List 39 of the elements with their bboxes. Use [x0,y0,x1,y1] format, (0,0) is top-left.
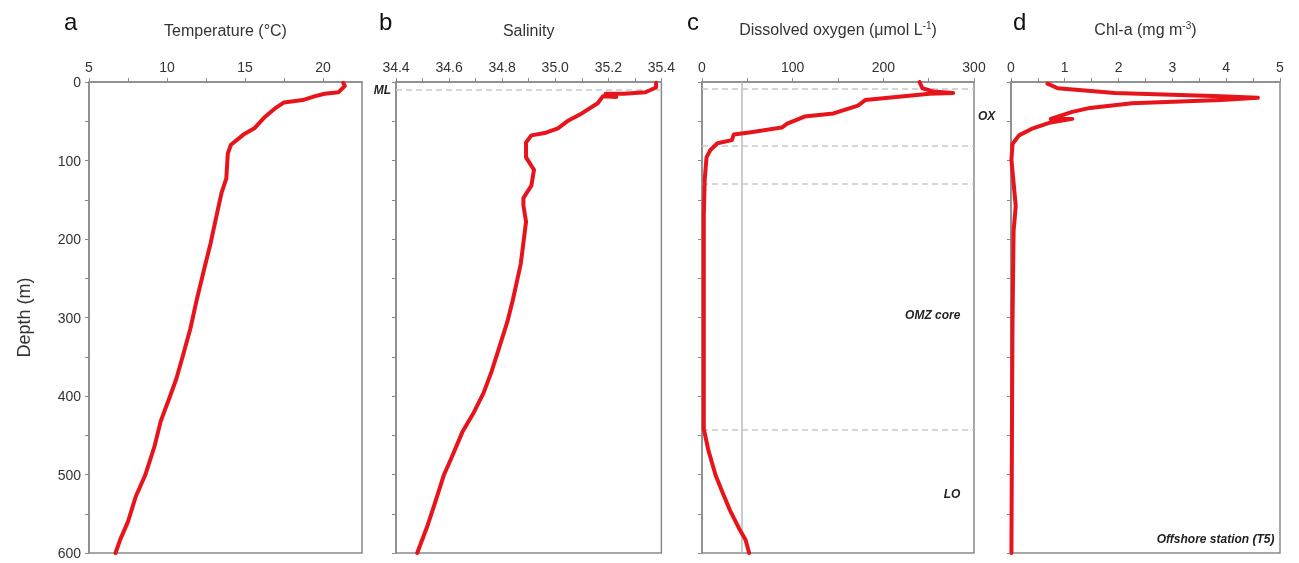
annotation: OMZ core [905,308,961,323]
y-tick-label: 400 [57,388,82,404]
x-axis-title: Salinity [502,21,555,39]
x-axis-title: Temperature (°C) [164,21,287,39]
x-tick-label: 35.0 [541,59,570,75]
y-tick-label: 500 [57,466,82,483]
x-tick-label: 1 [1060,59,1069,75]
annotation: LO [943,487,962,502]
x-tick-label: 20 [315,59,331,75]
chart-title: a [64,7,78,35]
x-tick-label: 100 [780,59,805,75]
y-axis-title: Depth (m) [14,277,34,358]
y-tick-label: 600 [57,545,82,561]
x-tick-label: 2 [1114,59,1123,75]
x-tick-label: 35.4 [647,59,676,75]
x-tick-label: 4 [1222,59,1231,75]
x-tick-label: 5 [85,59,94,75]
x-tick-label: 10 [159,59,175,75]
y-tick-label: 100 [57,152,82,169]
chart-title: c [687,7,699,35]
x-tick-label: 200 [871,59,896,75]
x-tick-label: 34.4 [382,59,410,75]
x-tick-label: 34.6 [435,59,463,75]
y-tick-label: 0 [73,74,82,90]
x-tick-label: 5 [1276,59,1285,75]
x-tick-label: 15 [237,59,253,75]
chart-title: d [1013,7,1027,35]
x-tick-label: 0 [1006,59,1015,75]
chart-title: b [379,7,393,35]
ref-line-label: ML [373,82,391,97]
x-tick-label: 300 [962,59,986,75]
y-tick-label: 300 [57,309,82,326]
y-tick-label: 200 [57,231,82,247]
x-tick-label: 34.8 [488,59,516,75]
annotation: Offshore station (T5) [1156,531,1275,546]
x-tick-label: 3 [1168,59,1177,75]
x-tick-label: 35.2 [594,59,623,75]
text: OX [978,108,997,123]
x-tick-label: 0 [698,59,707,75]
